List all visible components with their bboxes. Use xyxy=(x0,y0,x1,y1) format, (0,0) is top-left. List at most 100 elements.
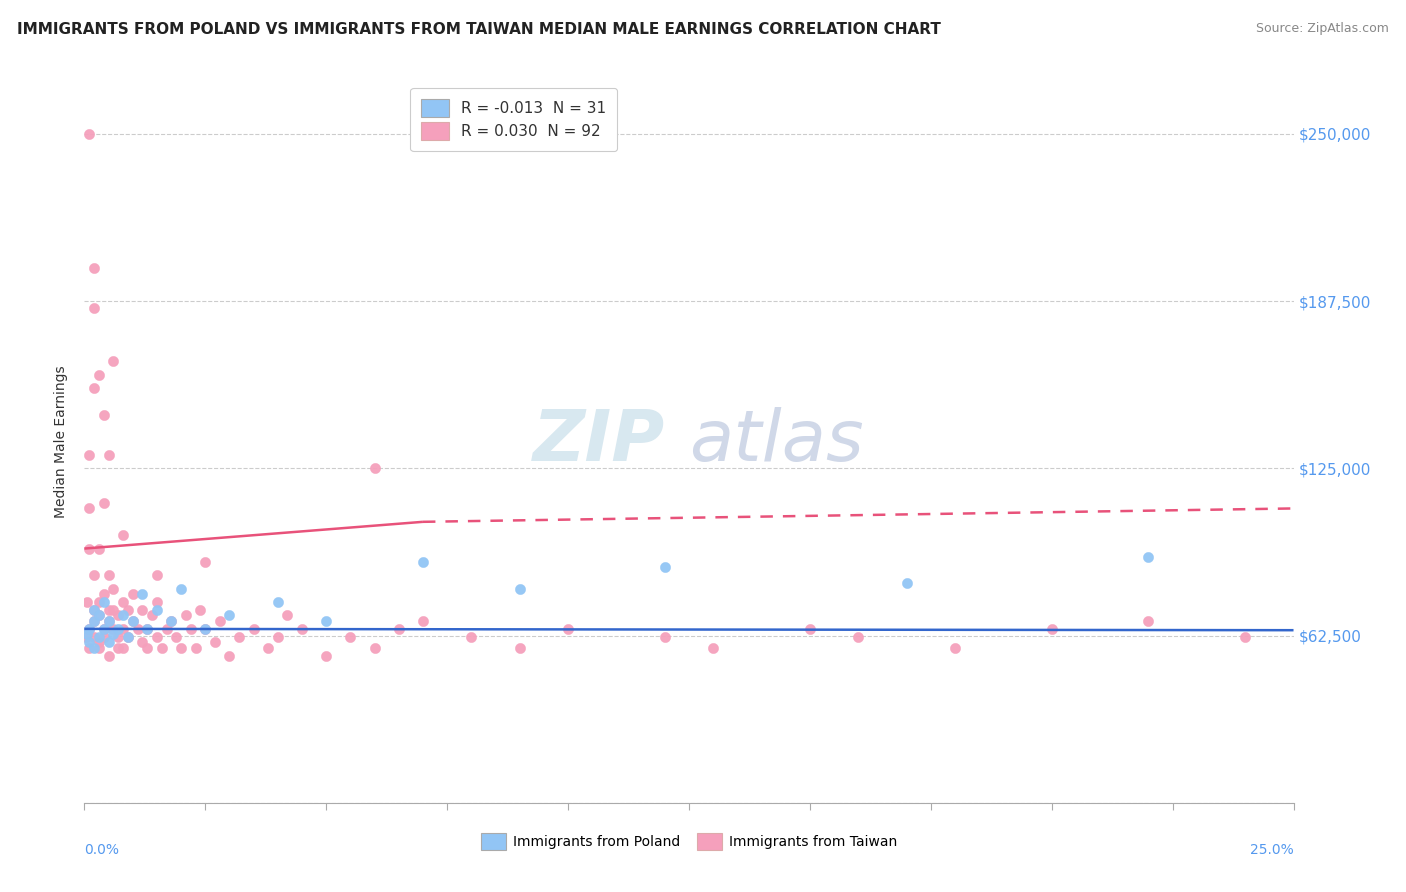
Point xyxy=(112,622,135,636)
Point xyxy=(77,501,100,516)
Point xyxy=(97,635,120,649)
Point xyxy=(150,640,173,655)
Point xyxy=(87,368,110,382)
Point xyxy=(160,614,183,628)
Point xyxy=(112,528,135,542)
Point xyxy=(107,630,129,644)
Point xyxy=(87,630,110,644)
Point xyxy=(194,622,217,636)
Point xyxy=(412,555,434,569)
Point xyxy=(87,635,110,649)
Point xyxy=(315,614,337,628)
Y-axis label: Median Male Earnings: Median Male Earnings xyxy=(55,365,69,518)
Point xyxy=(97,448,120,462)
Point xyxy=(363,461,385,475)
Point xyxy=(77,635,100,649)
Point xyxy=(218,608,240,623)
Point xyxy=(412,614,434,628)
Point xyxy=(107,640,129,655)
Point xyxy=(702,640,724,655)
Text: atlas: atlas xyxy=(689,407,863,476)
Point xyxy=(121,614,143,628)
Point xyxy=(146,595,169,609)
Point xyxy=(117,630,139,644)
Point xyxy=(194,555,217,569)
Point xyxy=(112,640,135,655)
Point xyxy=(228,630,250,644)
Text: IMMIGRANTS FROM POLAND VS IMMIGRANTS FROM TAIWAN MEDIAN MALE EARNINGS CORRELATIO: IMMIGRANTS FROM POLAND VS IMMIGRANTS FRO… xyxy=(17,22,941,37)
Point xyxy=(83,614,105,628)
Point xyxy=(117,603,139,617)
Point xyxy=(103,627,125,641)
Point xyxy=(242,622,264,636)
Point xyxy=(76,595,98,609)
Point xyxy=(83,614,105,628)
Point xyxy=(1040,622,1063,636)
Point xyxy=(846,630,869,644)
Point xyxy=(276,608,298,623)
Point xyxy=(93,630,115,644)
Point xyxy=(170,582,193,596)
Point xyxy=(127,622,149,636)
Point xyxy=(87,640,110,655)
Point xyxy=(107,608,129,623)
Point xyxy=(87,608,110,623)
Point xyxy=(136,622,159,636)
Legend: Immigrants from Poland, Immigrants from Taiwan: Immigrants from Poland, Immigrants from … xyxy=(474,826,904,857)
Point xyxy=(83,260,105,275)
Point xyxy=(87,595,110,609)
Point xyxy=(363,640,385,655)
Text: Source: ZipAtlas.com: Source: ZipAtlas.com xyxy=(1256,22,1389,36)
Point xyxy=(146,630,169,644)
Point xyxy=(654,630,676,644)
Point xyxy=(87,608,110,623)
Point xyxy=(146,603,169,617)
Point xyxy=(83,301,105,315)
Point xyxy=(136,622,159,636)
Point xyxy=(896,576,918,591)
Point xyxy=(943,640,966,655)
Point xyxy=(103,603,125,617)
Point xyxy=(77,640,100,655)
Point xyxy=(190,603,212,617)
Point xyxy=(77,622,100,636)
Point xyxy=(93,595,115,609)
Point xyxy=(93,587,115,601)
Point xyxy=(291,622,314,636)
Point xyxy=(165,630,187,644)
Point xyxy=(170,640,193,655)
Point xyxy=(75,630,97,644)
Point xyxy=(87,541,110,556)
Point xyxy=(112,595,135,609)
Point xyxy=(131,603,153,617)
Point xyxy=(121,614,143,628)
Point xyxy=(509,640,531,655)
Point xyxy=(131,635,153,649)
Point xyxy=(97,648,120,663)
Point xyxy=(204,635,226,649)
Point xyxy=(121,587,143,601)
Point xyxy=(339,630,361,644)
Point xyxy=(83,640,105,655)
Point xyxy=(97,614,120,628)
Point xyxy=(93,622,115,636)
Point xyxy=(97,614,120,628)
Point xyxy=(1137,614,1160,628)
Point xyxy=(799,622,821,636)
Point xyxy=(146,568,169,582)
Point xyxy=(97,568,120,582)
Point xyxy=(77,127,100,141)
Text: 0.0%: 0.0% xyxy=(84,843,120,856)
Point xyxy=(77,541,100,556)
Point xyxy=(460,630,482,644)
Point xyxy=(83,630,105,644)
Point xyxy=(257,640,280,655)
Point xyxy=(107,622,129,636)
Point xyxy=(1234,630,1257,644)
Point xyxy=(103,582,125,596)
Text: 25.0%: 25.0% xyxy=(1250,843,1294,856)
Point xyxy=(83,603,105,617)
Point xyxy=(155,622,177,636)
Point xyxy=(160,614,183,628)
Point xyxy=(77,448,100,462)
